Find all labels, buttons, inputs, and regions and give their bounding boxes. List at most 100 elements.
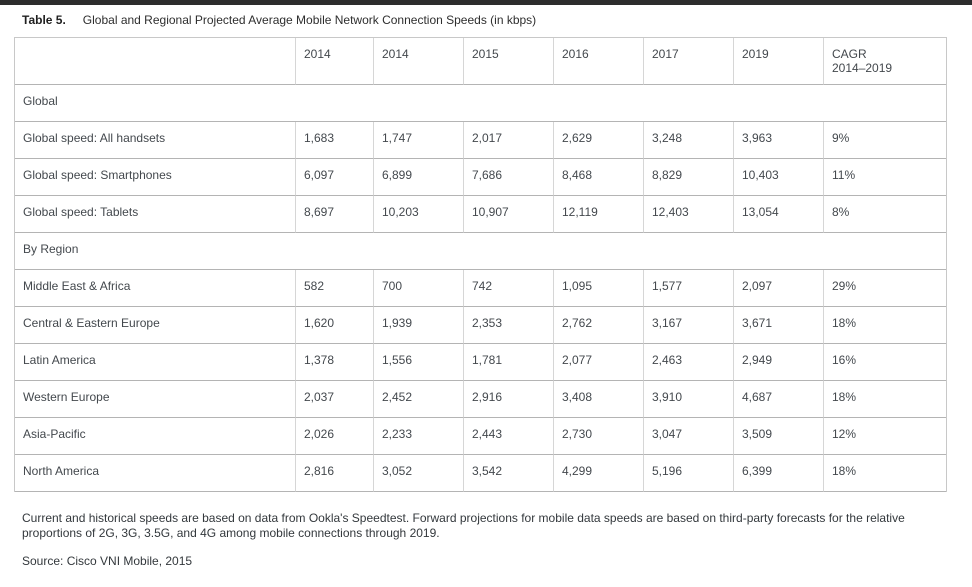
value-cell: 29% xyxy=(824,270,946,307)
row-label-cell: Central & Eastern Europe xyxy=(15,307,296,344)
value-cell: 5,196 xyxy=(644,455,734,492)
value-cell: 8% xyxy=(824,196,946,233)
table-body: Global Global speed: All handsets 1,683 1,7… xyxy=(15,85,946,492)
value-cell: 6,399 xyxy=(734,455,824,492)
value-cell: 12,403 xyxy=(644,196,734,233)
value-cell: 2,816 xyxy=(296,455,374,492)
table-footnote: Current and historical speeds are based … xyxy=(22,511,905,540)
value-cell: 12,119 xyxy=(554,196,644,233)
value-cell: 18% xyxy=(824,307,946,344)
table-row: Global speed: Smartphones 6,097 6,899 7,686… xyxy=(15,159,946,196)
table-row: Middle East & Africa 582 700 742 1,095 1,577 2… xyxy=(15,270,946,307)
value-cell: 8,468 xyxy=(554,159,644,196)
value-cell: 3,910 xyxy=(644,381,734,418)
row-label-cell: Latin America xyxy=(15,344,296,381)
year-column-header: CAGR 2014–2019 xyxy=(824,38,946,85)
value-cell: 3,542 xyxy=(464,455,554,492)
section-row: Global xyxy=(15,85,946,122)
row-label-cell: Middle East & Africa xyxy=(15,270,296,307)
value-cell: 3,671 xyxy=(734,307,824,344)
table-title-text: Global and Regional Projected Average Mo… xyxy=(82,13,537,27)
value-cell: 742 xyxy=(464,270,554,307)
window-top-edge xyxy=(0,0,972,5)
value-cell: 3,408 xyxy=(554,381,644,418)
value-cell: 6,097 xyxy=(296,159,374,196)
value-cell: 3,248 xyxy=(644,122,734,159)
value-cell: 7,686 xyxy=(464,159,554,196)
value-cell: 582 xyxy=(296,270,374,307)
value-cell: 2,353 xyxy=(464,307,554,344)
table-row: Western Europe 2,037 2,452 2,916 3,408 3,910 4… xyxy=(15,381,946,418)
year-column-header: 2016 xyxy=(554,38,644,85)
value-cell: 1,781 xyxy=(464,344,554,381)
value-cell: 3,963 xyxy=(734,122,824,159)
value-cell: 2,097 xyxy=(734,270,824,307)
value-cell: 4,687 xyxy=(734,381,824,418)
table-row: Latin America 1,378 1,556 1,781 2,077 2,463 2,… xyxy=(15,344,946,381)
row-label-cell: Asia-Pacific xyxy=(15,418,296,455)
table-row: Central & Eastern Europe 1,620 1,939 2,353 2… xyxy=(15,307,946,344)
row-label-cell: Global speed: Tablets xyxy=(15,196,296,233)
table-caption: Table 5. Global and Regional Projected Av… xyxy=(22,13,972,27)
value-cell: 1,747 xyxy=(374,122,464,159)
value-cell: 18% xyxy=(824,455,946,492)
value-cell: 2,037 xyxy=(296,381,374,418)
row-label-column-header xyxy=(15,38,296,85)
table-header-row: 2014 2014 2015 2016 2017 2019 CAGR 2014–2019 xyxy=(15,38,946,85)
value-cell: 1,683 xyxy=(296,122,374,159)
value-cell: 8,697 xyxy=(296,196,374,233)
row-label-cell: Global speed: All handsets xyxy=(15,122,296,159)
value-cell: 2,452 xyxy=(374,381,464,418)
value-cell: 2,017 xyxy=(464,122,554,159)
value-cell: 16% xyxy=(824,344,946,381)
year-column-header: 2019 xyxy=(734,38,824,85)
value-cell: 700 xyxy=(374,270,464,307)
table-source-line: Source: Cisco VNI Mobile, 2015 xyxy=(22,554,193,568)
value-cell: 8,829 xyxy=(644,159,734,196)
value-cell: 2,463 xyxy=(644,344,734,381)
value-cell: 1,095 xyxy=(554,270,644,307)
value-cell: 9% xyxy=(824,122,946,159)
value-cell: 10,907 xyxy=(464,196,554,233)
value-cell: 12% xyxy=(824,418,946,455)
value-cell: 2,916 xyxy=(464,381,554,418)
section-header-cell: Global xyxy=(15,85,946,122)
value-cell: 1,378 xyxy=(296,344,374,381)
value-cell: 1,556 xyxy=(374,344,464,381)
value-cell: 2,233 xyxy=(374,418,464,455)
value-cell: 3,052 xyxy=(374,455,464,492)
section-header-cell: By Region xyxy=(15,233,946,270)
value-cell: 18% xyxy=(824,381,946,418)
value-cell: 10,203 xyxy=(374,196,464,233)
value-cell: 1,620 xyxy=(296,307,374,344)
year-column-header: 2014 xyxy=(296,38,374,85)
value-cell: 2,026 xyxy=(296,418,374,455)
value-cell: 2,762 xyxy=(554,307,644,344)
year-column-header: 2017 xyxy=(644,38,734,85)
table-header: 2014 2014 2015 2016 2017 2019 CAGR 2014–2019 xyxy=(15,38,946,85)
value-cell: 13,054 xyxy=(734,196,824,233)
table-row: Global speed: Tablets 8,697 10,203 10,907 12… xyxy=(15,196,946,233)
row-label-cell: Global speed: Smartphones xyxy=(15,159,296,196)
value-cell: 2,730 xyxy=(554,418,644,455)
value-cell: 10,403 xyxy=(734,159,824,196)
table-row: Asia-Pacific 2,026 2,233 2,443 2,730 3,047 3,5… xyxy=(15,418,946,455)
year-column-header: 2015 xyxy=(464,38,554,85)
value-cell: 1,939 xyxy=(374,307,464,344)
value-cell: 3,509 xyxy=(734,418,824,455)
table-number-label: Table 5. xyxy=(22,13,66,27)
value-cell: 2,629 xyxy=(554,122,644,159)
connection-speeds-table: 2014 2014 2015 2016 2017 2019 CAGR 2014–2019 G… xyxy=(14,37,947,492)
value-cell: 2,077 xyxy=(554,344,644,381)
year-column-header: 2014 xyxy=(374,38,464,85)
value-cell: 4,299 xyxy=(554,455,644,492)
table-row: North America 2,816 3,052 3,542 4,299 5,196 6,… xyxy=(15,455,946,492)
value-cell: 2,949 xyxy=(734,344,824,381)
value-cell: 3,047 xyxy=(644,418,734,455)
value-cell: 2,443 xyxy=(464,418,554,455)
row-label-cell: North America xyxy=(15,455,296,492)
table-row: Global speed: All handsets 1,683 1,747 2,01… xyxy=(15,122,946,159)
value-cell: 3,167 xyxy=(644,307,734,344)
row-label-cell: Western Europe xyxy=(15,381,296,418)
value-cell: 6,899 xyxy=(374,159,464,196)
